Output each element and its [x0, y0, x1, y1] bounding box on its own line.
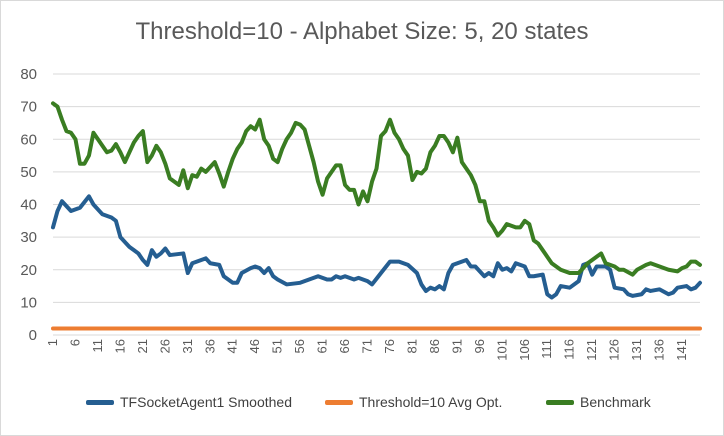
y-tick-label: 80	[20, 66, 37, 83]
legend-label: Benchmark	[580, 394, 651, 410]
x-tick-label: 61	[315, 339, 330, 353]
legend-item-benchmark: Benchmark	[546, 394, 651, 410]
y-tick-label: 60	[20, 131, 37, 148]
x-tick-label: 91	[449, 339, 464, 353]
x-tick-label: 31	[180, 339, 195, 353]
x-tick-label: 106	[517, 339, 532, 361]
y-tick-label: 10	[20, 294, 37, 311]
legend-label: Threshold=10 Avg Opt.	[359, 394, 503, 410]
y-axis-ticks: 0 10 20 30 40 50 60 70 80	[20, 66, 37, 344]
x-tick-label: 46	[247, 339, 262, 353]
legend-item-tfsocketagent1: TFSocketAgent1 Smoothed	[86, 394, 292, 410]
y-tick-label: 0	[29, 327, 37, 344]
chart-title: Threshold=10 - Alphabet Size: 5, 20 stat…	[135, 18, 589, 45]
x-tick-label: 16	[112, 339, 127, 353]
x-tick-label: 81	[404, 339, 419, 353]
x-tick-label: 116	[562, 339, 577, 360]
series-line-2	[51, 101, 702, 277]
x-tick-label: 86	[427, 339, 442, 353]
x-tick-label: 26	[157, 339, 172, 353]
x-tick-label: 66	[337, 339, 352, 353]
x-tick-label: 41	[225, 339, 240, 353]
x-axis-ticks: 1 6 11 16 21 26 31 36 41 46 51 56 61 66 71 76 81 86 91 96 10…	[45, 339, 689, 361]
series-line-0	[51, 194, 702, 300]
x-tick-label: 36	[202, 339, 217, 353]
x-tick-label: 51	[270, 339, 285, 353]
gridlines	[53, 73, 700, 336]
y-tick-label: 20	[20, 262, 37, 279]
x-tick-label: 71	[360, 339, 375, 353]
y-tick-label: 50	[20, 164, 37, 181]
x-tick-label: 131	[629, 339, 644, 361]
series-lines	[51, 101, 702, 331]
x-tick-label: 56	[292, 339, 307, 353]
x-tick-label: 6	[67, 339, 82, 346]
legend-swatch	[546, 399, 574, 405]
x-tick-label: 101	[494, 339, 509, 361]
x-tick-label: 76	[382, 339, 397, 353]
x-tick-label: 136	[652, 339, 667, 361]
x-tick-label: 96	[472, 339, 487, 353]
x-tick-label: 141	[674, 339, 689, 361]
x-tick-label: 126	[607, 339, 622, 361]
legend: TFSocketAgent1 Smoothed Threshold=10 Avg…	[0, 394, 724, 416]
y-tick-label: 40	[20, 197, 37, 214]
legend-label: TFSocketAgent1 Smoothed	[120, 394, 292, 410]
y-tick-label: 30	[20, 229, 37, 246]
y-tick-label: 70	[20, 99, 37, 116]
legend-swatch	[325, 399, 353, 405]
legend-item-threshold-avg: Threshold=10 Avg Opt.	[325, 394, 502, 410]
legend-swatch	[86, 399, 114, 405]
x-tick-label: 1	[45, 339, 60, 346]
x-tick-label: 121	[584, 339, 599, 361]
x-tick-label: 21	[135, 339, 150, 353]
x-tick-label: 11	[90, 339, 105, 353]
x-tick-label: 111	[539, 339, 554, 359]
